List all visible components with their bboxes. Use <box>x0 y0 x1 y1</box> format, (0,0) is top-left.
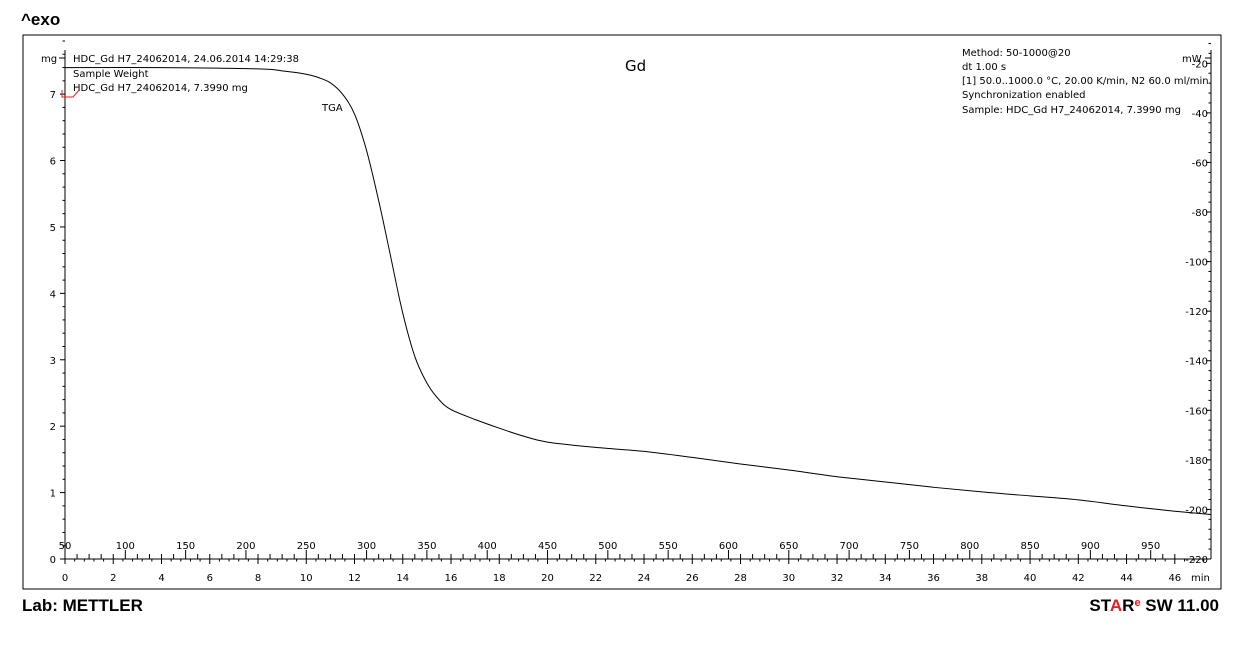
info-left-line-3: HDC_Gd H7_24062014, 7.3990 mg <box>73 83 248 94</box>
temperature-tick-label: 950 <box>1141 541 1160 552</box>
time-axis-tick-label: 4 <box>158 573 164 584</box>
temperature-tick-label: 400 <box>478 541 497 552</box>
temperature-tick-label: 550 <box>659 541 678 552</box>
temperature-tick-label: 200 <box>236 541 255 552</box>
temperature-axis: 50 100 150 200 250 300 350 400 450 500 550 600 650 70… <box>59 541 1176 559</box>
info-right-line-2: dt 1.00 s <box>962 62 1006 73</box>
time-axis-tick-label: 42 <box>1072 573 1085 584</box>
lab-label: Lab: METTLER <box>22 596 143 615</box>
curve-label-tga: TGA <box>321 103 343 114</box>
time-axis-tick-label: 26 <box>686 573 699 584</box>
info-left-line-2: Sample Weight <box>73 69 149 80</box>
left-axis-tick-label: 1 <box>50 489 56 500</box>
software-version-label: STARe SW 11.00 <box>1089 596 1219 616</box>
sample-marker-icon <box>61 89 80 98</box>
temperature-tick-label: 150 <box>176 541 195 552</box>
temperature-tick-label: 50 <box>59 541 72 552</box>
right-axis-tick-label: -40 <box>1192 109 1208 120</box>
time-axis-tick-label: 24 <box>638 573 651 584</box>
info-right-line-3: [1] 50.0..1000.0 °C, 20.00 K/min, N2 60.… <box>962 76 1209 87</box>
temperature-tick-label: 750 <box>900 541 919 552</box>
software-name-r: R <box>1122 596 1135 615</box>
time-axis-tick-label: 46 <box>1168 573 1181 584</box>
time-axis-tick-label: 14 <box>396 573 409 584</box>
time-axis-tick-label: 30 <box>782 573 795 584</box>
time-axis: min 0 2 4 6 8 10 12 14 16 18 20 22 24 26 28 30 32 34 36 38 4… <box>62 558 1211 584</box>
temperature-tick-label: 600 <box>719 541 738 552</box>
software-mark-icon: e <box>1134 597 1141 609</box>
chart-title: Gd <box>625 57 646 75</box>
right-axis-tick-label: -200 <box>1185 505 1208 516</box>
right-axis-tick-label: -100 <box>1185 258 1208 269</box>
right-axis-tick-label: -160 <box>1185 406 1208 417</box>
time-axis-tick-label: 44 <box>1120 573 1133 584</box>
software-version: SW 11.00 <box>1140 596 1219 615</box>
temperature-tick-label: 300 <box>357 541 376 552</box>
info-left-line-1: HDC_Gd H7_24062014, 24.06.2014 14:29:38 <box>73 54 299 65</box>
left-axis-tick-label: 6 <box>50 157 56 168</box>
temperature-tick-label: 700 <box>840 541 859 552</box>
left-axis-tick-label: 5 <box>50 223 56 234</box>
tga-curve-line <box>64 66 1212 515</box>
time-axis-tick-label: 8 <box>255 573 261 584</box>
time-axis-tick-label: 18 <box>493 573 506 584</box>
left-axis-unit: mg <box>41 54 57 65</box>
time-axis-tick-label: 40 <box>1024 573 1037 584</box>
time-axis-tick-label: 6 <box>207 573 213 584</box>
time-axis-tick-label: 36 <box>927 573 940 584</box>
right-axis-unit: mW <box>1182 54 1202 65</box>
temperature-tick-label: 850 <box>1021 541 1040 552</box>
info-right-line-1: Method: 50-1000@20 <box>962 48 1071 59</box>
right-axis-tick-label: -80 <box>1192 208 1208 219</box>
info-block-left: HDC_Gd H7_24062014, 24.06.2014 14:29:38 … <box>73 54 299 94</box>
time-axis-tick-label: 2 <box>110 573 116 584</box>
info-block-right: Method: 50-1000@20 dt 1.00 s [1] 50.0..1… <box>962 48 1209 116</box>
software-name-a: A <box>1109 596 1123 615</box>
left-axis: mg 0 1 2 3 4 5 6 7 <box>41 40 66 566</box>
temperature-tick-label: 500 <box>598 541 617 552</box>
time-axis-tick-label: 16 <box>445 573 458 584</box>
software-name-s: S <box>1089 596 1101 615</box>
temperature-tick-label: 450 <box>538 541 557 552</box>
right-axis: mW -20 -40 -60 -80 -100 -120 -140 -160 -180 -200 -… <box>1182 42 1212 566</box>
left-axis-tick-label: 2 <box>50 422 56 433</box>
right-axis-tick-label: -140 <box>1185 357 1208 368</box>
time-axis-tick-label: 32 <box>831 573 844 584</box>
right-axis-tick-label: -20 <box>1192 59 1208 70</box>
time-axis-tick-label: 20 <box>541 573 554 584</box>
temperature-tick-label: 100 <box>116 541 135 552</box>
time-axis-tick-label: 12 <box>348 573 361 584</box>
temperature-tick-label: 800 <box>960 541 979 552</box>
plot-frame <box>22 34 1222 590</box>
info-right-line-4: Synchronization enabled <box>962 90 1086 101</box>
info-right-line-5: Sample: HDC_Gd H7_24062014, 7.3990 mg <box>962 105 1181 116</box>
left-axis-tick-label: 0 <box>50 555 56 566</box>
exo-label: ^exo <box>21 10 61 29</box>
temperature-tick-label: 250 <box>297 541 316 552</box>
time-axis-tick-label: 0 <box>62 573 68 584</box>
left-axis-tick-label: 3 <box>50 356 56 367</box>
temperature-tick-label: 650 <box>779 541 798 552</box>
right-axis-tick-label: -220 <box>1185 555 1208 566</box>
time-axis-tick-label: 28 <box>734 573 747 584</box>
temperature-tick-label: 900 <box>1081 541 1100 552</box>
time-axis-unit: min <box>1191 573 1210 584</box>
temperature-tick-label: 350 <box>417 541 436 552</box>
right-axis-tick-label: -60 <box>1192 158 1208 169</box>
right-axis-tick-label: -120 <box>1185 307 1208 318</box>
time-axis-tick-label: 10 <box>300 573 313 584</box>
time-axis-tick-label: 34 <box>879 573 892 584</box>
left-axis-tick-label: 7 <box>50 90 56 101</box>
software-name-t: T <box>1100 596 1110 615</box>
left-axis-tick-label: 4 <box>50 289 56 300</box>
right-axis-tick-label: -180 <box>1185 456 1208 467</box>
time-axis-tick-label: 22 <box>589 573 602 584</box>
time-axis-tick-label: 38 <box>975 573 988 584</box>
